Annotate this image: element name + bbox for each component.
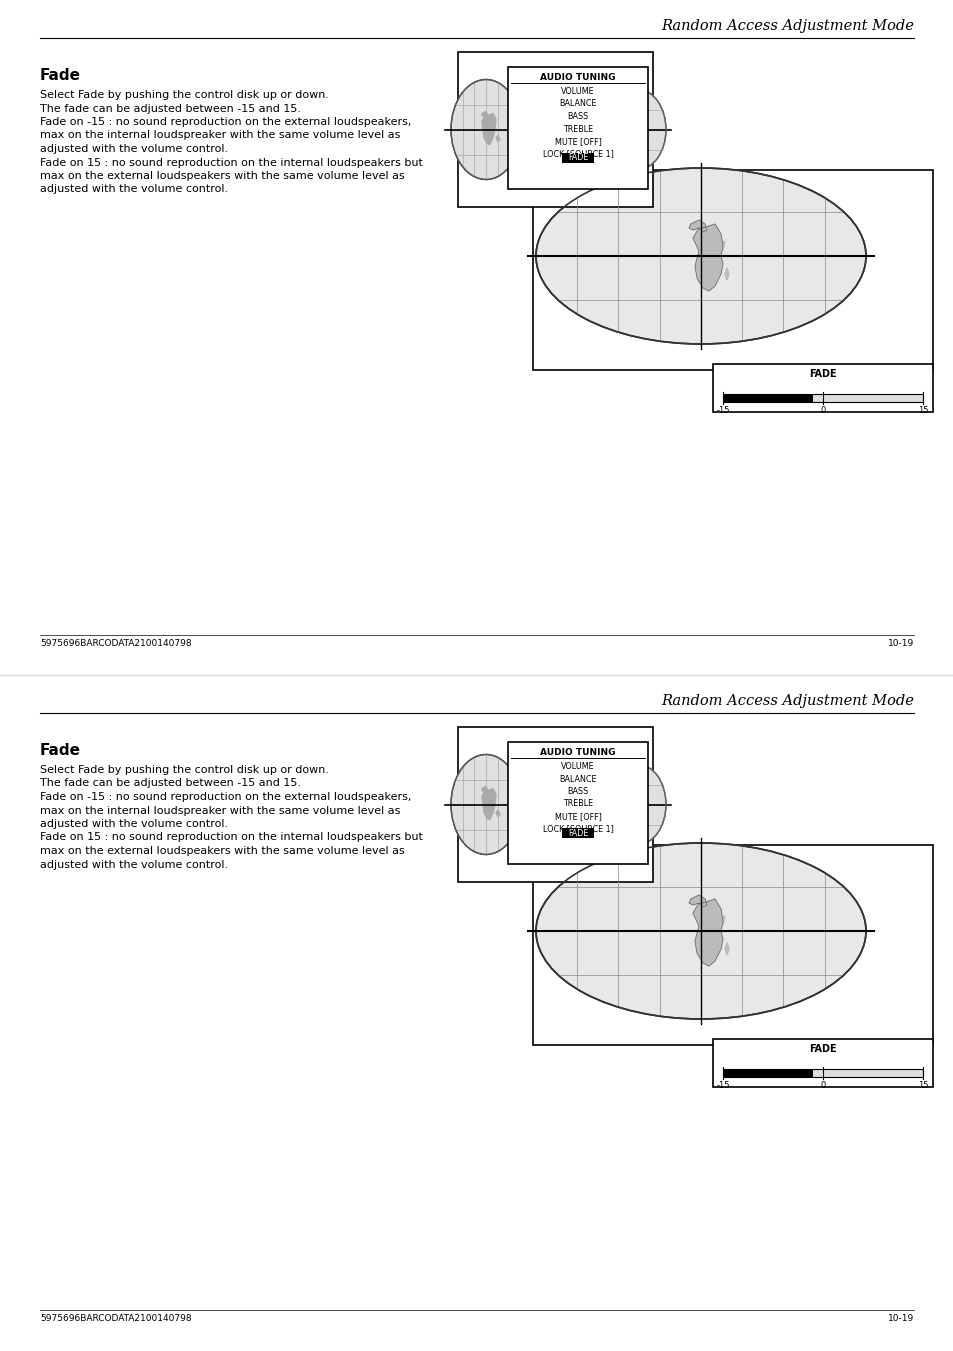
Bar (507, 68, 647, 189)
Ellipse shape (536, 168, 865, 345)
Text: Fade on 15 : no sound reproduction on the internal loudspeakers but: Fade on 15 : no sound reproduction on th… (40, 832, 422, 843)
Text: Select Fade by pushing the control disk up or down.: Select Fade by pushing the control disk … (40, 91, 329, 100)
Text: 10-19: 10-19 (887, 1315, 913, 1323)
Text: max on the internal loudspreaker with the same volume level as: max on the internal loudspreaker with th… (40, 131, 400, 141)
Ellipse shape (536, 843, 865, 1019)
Text: VOLUME: VOLUME (560, 762, 594, 771)
Text: Random Access Adjustment Mode: Random Access Adjustment Mode (660, 19, 913, 32)
Ellipse shape (609, 89, 665, 169)
Bar (561, 828, 594, 838)
Text: 5975696BARCODATA2100140798: 5975696BARCODATA2100140798 (40, 1315, 192, 1323)
Text: Fade: Fade (40, 68, 81, 82)
Polygon shape (481, 789, 496, 820)
Text: Fade: Fade (40, 743, 81, 758)
Text: 15: 15 (917, 407, 927, 415)
Text: adjusted with the volume control.: adjusted with the volume control. (40, 819, 228, 830)
Text: BASS: BASS (567, 112, 588, 122)
Text: The fade can be adjusted between -15 and 15.: The fade can be adjusted between -15 and… (40, 778, 301, 789)
Text: Random Access Adjustment Mode: Random Access Adjustment Mode (660, 694, 913, 708)
Text: max on the internal loudspreaker with the same volume level as: max on the internal loudspreaker with th… (40, 805, 400, 816)
Bar (561, 153, 594, 163)
Polygon shape (481, 113, 496, 145)
Bar (457, 51, 652, 207)
Text: FADE: FADE (808, 1044, 836, 1054)
Text: FADE: FADE (567, 154, 588, 162)
Text: FADE: FADE (567, 828, 588, 838)
Text: Fade on -15 : no sound reproduction on the external loudspeakers,: Fade on -15 : no sound reproduction on t… (40, 118, 411, 127)
Text: AUDIO TUNING: AUDIO TUNING (539, 73, 615, 82)
Text: TREBLE: TREBLE (562, 124, 593, 134)
Text: 15: 15 (917, 1081, 927, 1090)
Ellipse shape (451, 80, 520, 180)
Polygon shape (724, 267, 728, 280)
Polygon shape (724, 943, 728, 955)
Polygon shape (692, 898, 722, 966)
Bar (457, 727, 652, 882)
Text: LOCK [SOURCE 1]: LOCK [SOURCE 1] (542, 150, 613, 158)
Polygon shape (688, 894, 706, 907)
Bar (812, 394, 923, 403)
Text: LOCK [SOURCE 1]: LOCK [SOURCE 1] (542, 824, 613, 834)
Bar (812, 1069, 923, 1077)
Bar (533, 844, 932, 1046)
Text: AUDIO TUNING: AUDIO TUNING (539, 748, 615, 757)
Text: MUTE [OFF]: MUTE [OFF] (554, 136, 600, 146)
Bar (712, 363, 932, 412)
Text: FADE: FADE (808, 369, 836, 380)
Polygon shape (639, 797, 647, 809)
Text: adjusted with the volume control.: adjusted with the volume control. (40, 859, 228, 870)
Text: VOLUME: VOLUME (560, 86, 594, 96)
Bar (722, 1069, 812, 1077)
Bar (722, 1069, 923, 1077)
Text: Fade on -15 : no sound reproduction on the external loudspeakers,: Fade on -15 : no sound reproduction on t… (40, 792, 411, 802)
Bar (722, 394, 812, 403)
Polygon shape (496, 811, 499, 816)
Bar (712, 1039, 932, 1088)
Bar (507, 742, 647, 865)
Text: 0: 0 (820, 1081, 824, 1090)
Text: max on the external loudspeakers with the same volume level as: max on the external loudspeakers with th… (40, 846, 404, 857)
Polygon shape (692, 224, 722, 290)
Polygon shape (481, 112, 488, 118)
Text: TREBLE: TREBLE (562, 800, 593, 808)
Polygon shape (719, 240, 724, 250)
Text: adjusted with the volume control.: adjusted with the volume control. (40, 185, 228, 195)
Text: BALANCE: BALANCE (558, 100, 597, 108)
Text: 0: 0 (820, 407, 824, 415)
Polygon shape (496, 135, 499, 142)
Text: 10-19: 10-19 (887, 639, 913, 648)
Bar (722, 394, 923, 403)
Text: -15: -15 (716, 1081, 729, 1090)
Ellipse shape (609, 765, 665, 844)
Text: MUTE [OFF]: MUTE [OFF] (554, 812, 600, 821)
Polygon shape (688, 220, 706, 232)
Text: Select Fade by pushing the control disk up or down.: Select Fade by pushing the control disk … (40, 765, 329, 775)
Text: BASS: BASS (567, 788, 588, 796)
Text: max on the external loudspeakers with the same volume level as: max on the external loudspeakers with th… (40, 172, 404, 181)
Text: The fade can be adjusted between -15 and 15.: The fade can be adjusted between -15 and… (40, 104, 301, 113)
Bar (533, 170, 932, 370)
Text: 5975696BARCODATA2100140798: 5975696BARCODATA2100140798 (40, 639, 192, 648)
Polygon shape (481, 786, 488, 793)
Text: -15: -15 (716, 407, 729, 415)
Text: BALANCE: BALANCE (558, 774, 597, 784)
Text: Fade on 15 : no sound reproduction on the internal loudspeakers but: Fade on 15 : no sound reproduction on th… (40, 158, 422, 168)
Text: adjusted with the volume control.: adjusted with the volume control. (40, 145, 228, 154)
Polygon shape (719, 915, 724, 925)
Polygon shape (639, 122, 647, 135)
Ellipse shape (451, 754, 520, 854)
